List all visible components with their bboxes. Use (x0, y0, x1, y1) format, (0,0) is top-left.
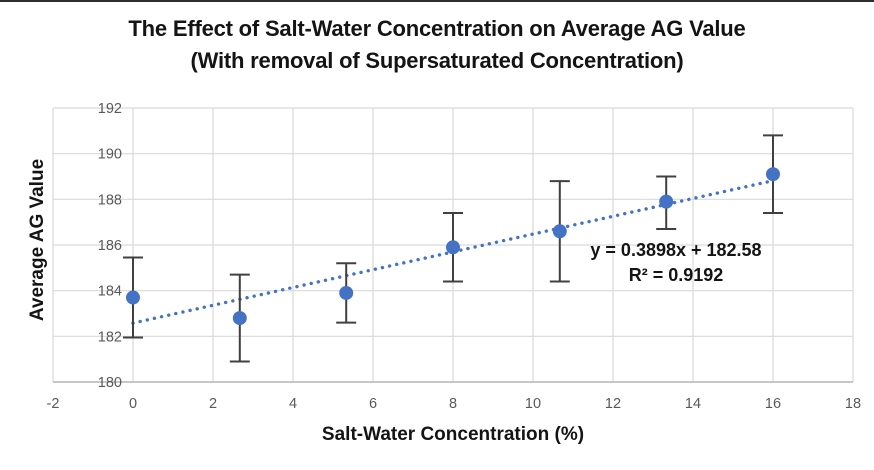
x-tick-label: 8 (449, 396, 457, 412)
y-tick-label: 190 (98, 147, 122, 163)
top-border-line (0, 0, 874, 2)
y-tick-label: 188 (98, 192, 122, 208)
x-tick-label: 12 (605, 396, 621, 412)
trendline-equation: y = 0.3898x + 182.58 (590, 240, 762, 260)
x-tick-label: 14 (685, 396, 701, 412)
y-tick-label: 180 (98, 375, 122, 391)
trendline-r-squared: R² = 0.9192 (628, 265, 724, 285)
x-tick-label: 10 (525, 396, 541, 412)
x-tick-label: 6 (369, 396, 377, 412)
trendline-label: y = 0.3898x + 182.58 R² = 0.9192 (540, 238, 812, 288)
y-tick-label: 182 (98, 329, 122, 345)
x-tick-label: 4 (289, 396, 297, 412)
x-tick-label: 18 (845, 396, 861, 412)
chart-title: The Effect of Salt-Water Concentration o… (0, 13, 874, 77)
x-tick-label: 16 (765, 396, 781, 412)
data-point (232, 311, 247, 326)
data-point (446, 240, 460, 255)
x-tick-label: -2 (47, 396, 60, 412)
x-tick-label: 0 (129, 396, 137, 412)
data-point (126, 290, 140, 305)
data-point (766, 167, 780, 182)
data-point (659, 194, 674, 209)
y-tick-label: 184 (98, 284, 122, 300)
x-tick-label: 2 (209, 396, 217, 412)
data-point (339, 285, 354, 300)
y-tick-label: 186 (98, 238, 122, 254)
chart-title-line1: The Effect of Salt-Water Concentration o… (128, 16, 746, 41)
x-axis-title: Salt-Water Concentration (%) (321, 424, 585, 445)
data-point (552, 224, 567, 239)
chart-title-line2: (With removal of Supersaturated Concentr… (190, 48, 684, 73)
y-tick-label: 192 (98, 101, 122, 117)
